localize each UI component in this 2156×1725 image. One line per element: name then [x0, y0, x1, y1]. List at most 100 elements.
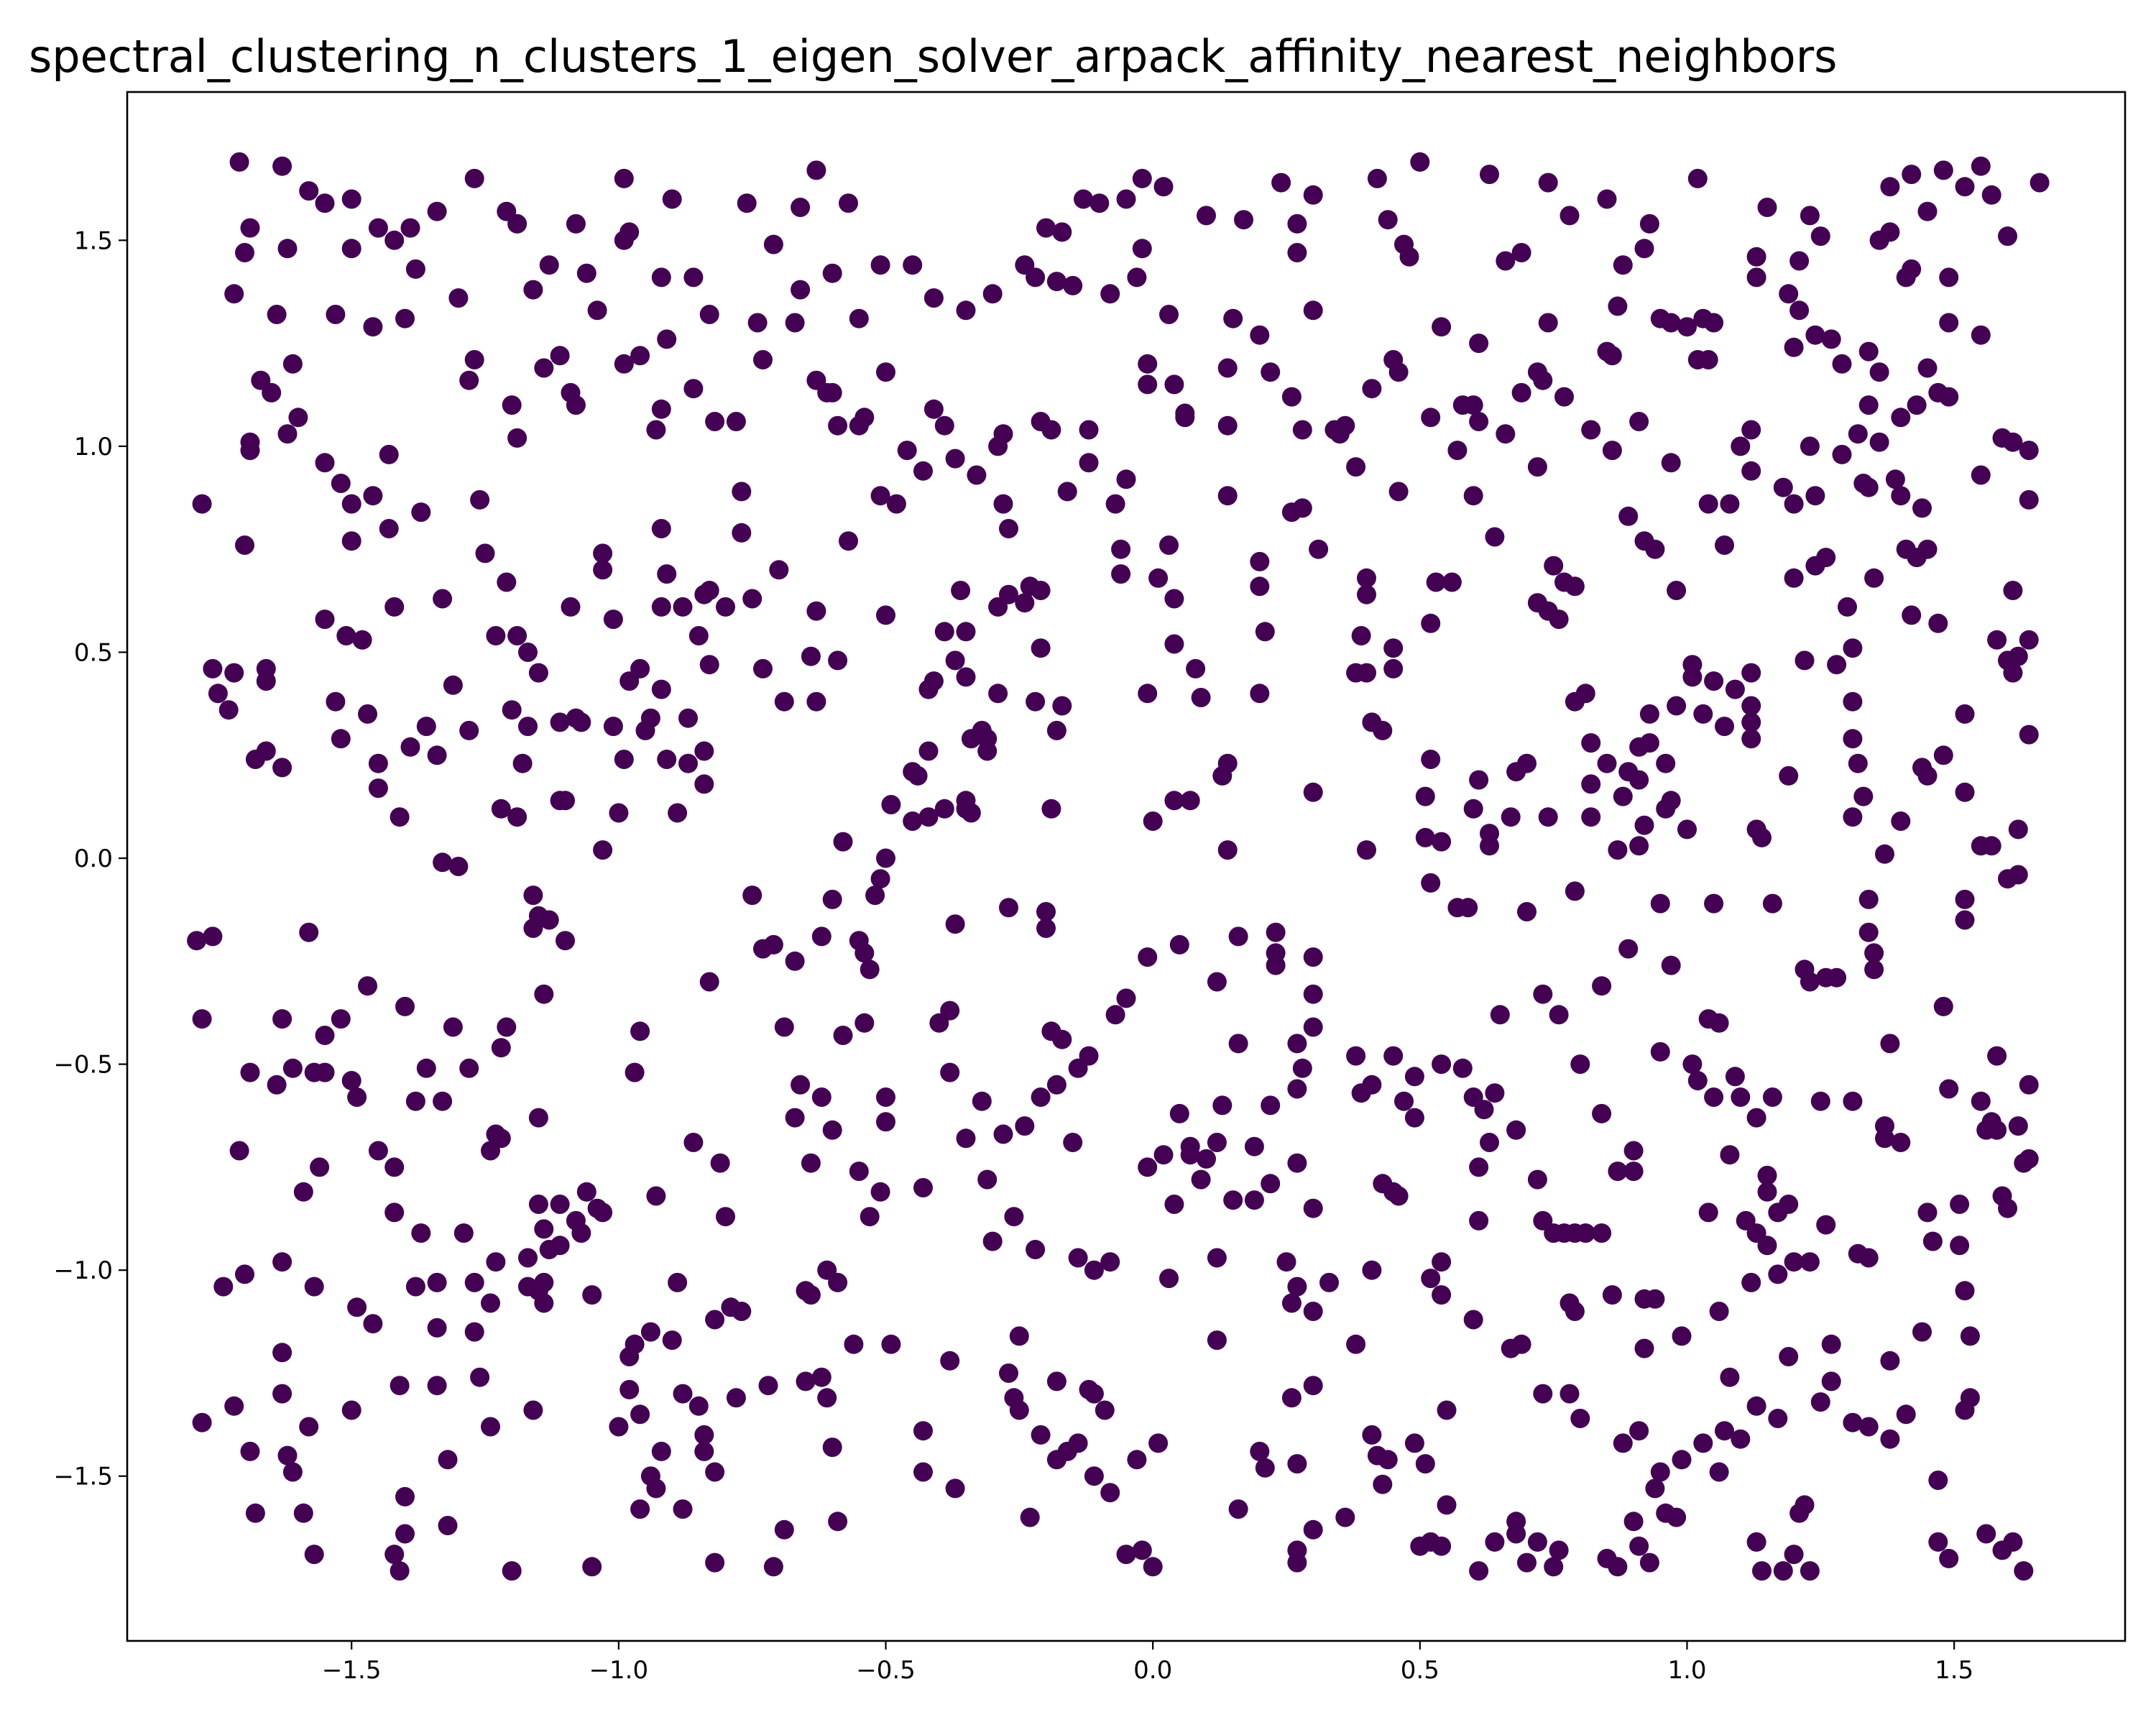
data-point [1704, 671, 1724, 691]
data-point [1848, 753, 1868, 773]
data-point [571, 1223, 591, 1243]
data-point [1810, 226, 1830, 247]
data-point [977, 1169, 998, 1190]
data-point [1592, 1223, 1612, 1243]
data-point [1068, 1433, 1088, 1453]
data-point [368, 218, 388, 238]
data-point [1891, 1133, 1911, 1152]
data-point [1687, 168, 1708, 188]
data-point [497, 201, 517, 221]
data-point [1346, 1334, 1366, 1354]
data-point [763, 1557, 783, 1577]
data-point [443, 1017, 463, 1037]
data-point [192, 1412, 212, 1432]
data-point [1362, 1075, 1382, 1095]
data-point [1437, 1495, 1457, 1515]
data-point [923, 288, 944, 308]
data-point [705, 1462, 725, 1482]
data-point [839, 531, 858, 551]
data-point [1490, 1005, 1510, 1025]
data-point [785, 313, 805, 333]
data-point [876, 362, 895, 382]
data-point [1896, 267, 1916, 288]
data-point [1880, 177, 1900, 197]
data-point [1116, 1545, 1136, 1565]
data-point [1768, 1409, 1788, 1428]
data-point [1153, 1145, 1174, 1165]
data-point [1741, 461, 1761, 481]
data-point [395, 1486, 415, 1506]
data-point [1581, 733, 1601, 753]
data-point [1634, 1338, 1654, 1358]
data-point [1426, 572, 1446, 592]
data-point [1020, 1507, 1040, 1527]
data-point [1191, 1169, 1211, 1190]
data-point [1773, 477, 1793, 497]
data-point [1266, 955, 1286, 975]
plot-area-frame [126, 91, 2127, 1642]
data-point [1667, 581, 1687, 600]
data-point [1517, 902, 1537, 921]
data-point [817, 382, 837, 402]
data-point [828, 415, 848, 436]
data-point [224, 663, 244, 683]
data-point [1565, 881, 1585, 901]
data-point [1731, 1429, 1751, 1449]
data-point [822, 1438, 842, 1458]
data-point [1955, 910, 1975, 930]
data-point [806, 601, 826, 621]
data-point [609, 1417, 629, 1437]
data-point [1228, 1499, 1248, 1519]
data-point [534, 358, 554, 378]
data-point [1100, 1252, 1120, 1272]
data-point [1853, 786, 1874, 806]
data-point [384, 1157, 405, 1177]
data-point [1602, 346, 1622, 366]
data-point [705, 1310, 725, 1330]
data-point [897, 441, 917, 461]
data-point [1613, 255, 1633, 275]
data-point [1031, 581, 1051, 600]
data-point [448, 288, 469, 308]
data-point [1998, 226, 2017, 247]
data-point [763, 934, 783, 954]
data-point [363, 486, 383, 506]
data-point [593, 560, 613, 580]
data-point [1629, 836, 1649, 856]
data-point [282, 354, 303, 374]
data-point [806, 160, 826, 180]
data-point [272, 1384, 292, 1404]
data-point [988, 684, 1008, 704]
data-point [977, 741, 998, 761]
data-point [1116, 988, 1136, 1008]
data-point [1052, 696, 1072, 716]
data-point [662, 1330, 682, 1351]
data-point [1917, 201, 1938, 221]
data-point [341, 239, 361, 259]
data-point [229, 1141, 249, 1161]
data-point [2008, 1116, 2028, 1136]
data-point [1501, 807, 1521, 827]
data-point [576, 263, 596, 283]
data-point [1784, 1252, 1804, 1272]
data-point [326, 691, 346, 712]
data-point [1217, 486, 1238, 506]
data-point [1939, 387, 1959, 407]
data-point [1026, 267, 1046, 288]
data-point [427, 1272, 447, 1292]
data-point [2003, 581, 2023, 600]
data-point [1810, 1392, 1830, 1412]
data-point [934, 799, 954, 819]
data-point [1480, 165, 1499, 185]
data-point [1074, 189, 1093, 209]
data-point [1912, 498, 1932, 518]
data-point [464, 1272, 484, 1292]
data-point [1538, 807, 1558, 827]
data-point [1858, 1417, 1879, 1437]
data-point [384, 1545, 405, 1565]
x-tick-label: −1.0 [589, 1656, 649, 1685]
data-point [1287, 1034, 1307, 1054]
data-point [673, 1499, 693, 1519]
data-point [1795, 1495, 1815, 1515]
data-point [1009, 1400, 1029, 1420]
